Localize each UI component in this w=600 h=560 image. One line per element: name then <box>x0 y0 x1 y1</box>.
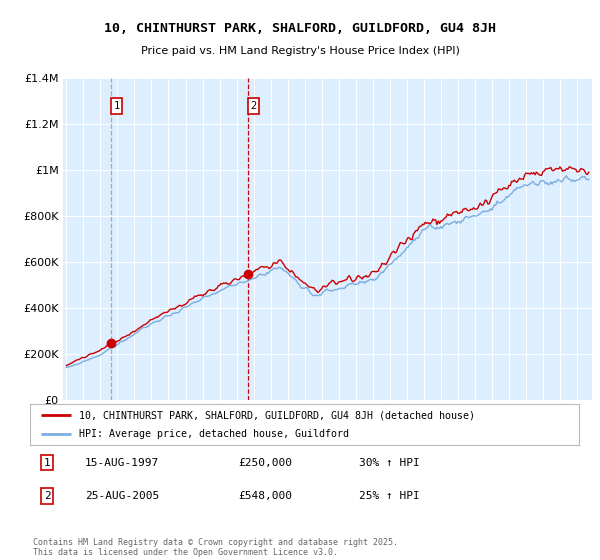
Text: 2: 2 <box>44 491 50 501</box>
Text: 30% ↑ HPI: 30% ↑ HPI <box>359 458 420 468</box>
Text: Price paid vs. HM Land Registry's House Price Index (HPI): Price paid vs. HM Land Registry's House … <box>140 46 460 56</box>
Text: £250,000: £250,000 <box>239 458 293 468</box>
Text: 10, CHINTHURST PARK, SHALFORD, GUILDFORD, GU4 8JH: 10, CHINTHURST PARK, SHALFORD, GUILDFORD… <box>104 22 496 35</box>
Text: 25-AUG-2005: 25-AUG-2005 <box>85 491 159 501</box>
Text: HPI: Average price, detached house, Guildford: HPI: Average price, detached house, Guil… <box>79 429 349 439</box>
Text: 15-AUG-1997: 15-AUG-1997 <box>85 458 159 468</box>
Text: Contains HM Land Registry data © Crown copyright and database right 2025.
This d: Contains HM Land Registry data © Crown c… <box>33 538 398 557</box>
Text: 1: 1 <box>113 101 120 111</box>
Text: 10, CHINTHURST PARK, SHALFORD, GUILDFORD, GU4 8JH (detached house): 10, CHINTHURST PARK, SHALFORD, GUILDFORD… <box>79 410 475 421</box>
Text: 1: 1 <box>44 458 50 468</box>
Text: 2: 2 <box>250 101 256 111</box>
Text: £548,000: £548,000 <box>239 491 293 501</box>
Text: 25% ↑ HPI: 25% ↑ HPI <box>359 491 420 501</box>
